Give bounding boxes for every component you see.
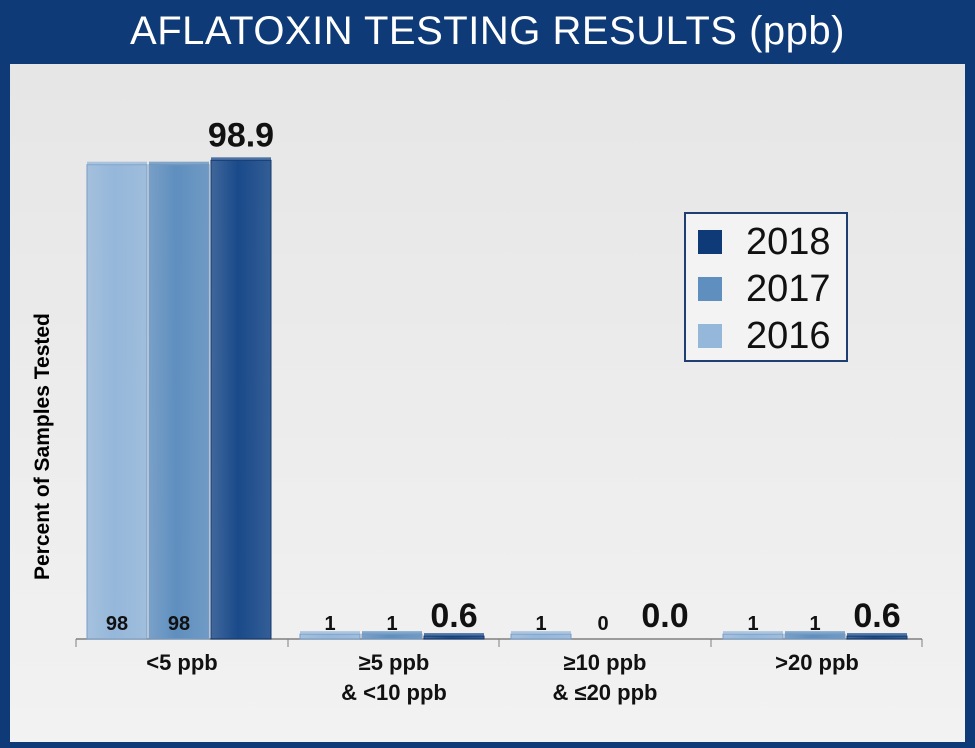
data-label-2018-0: 98.9 — [208, 116, 274, 154]
data-label-2017-1: 1 — [386, 613, 397, 635]
y-axis-label: Percent of Samples Tested — [31, 313, 54, 580]
legend: 2018 2017 2016 — [684, 212, 848, 362]
x-tick-label: & ≤20 ppb — [553, 680, 658, 705]
bar-top-2016-0 — [87, 161, 147, 165]
bar-top-2018-1 — [424, 633, 484, 637]
data-label-2016-3: 1 — [747, 613, 758, 635]
legend-label-2016: 2016 — [746, 314, 831, 357]
x-tick-label: ≥10 ppb — [564, 650, 647, 675]
bar-2018-1 — [423, 635, 485, 640]
data-label-2017-3: 1 — [809, 613, 820, 635]
bar-2017-0 — [148, 164, 210, 640]
legend-swatch-2016 — [698, 324, 722, 348]
chart-title: AFLATOXIN TESTING RESULTS (ppb) — [0, 0, 975, 62]
bar-2016-0 — [86, 164, 148, 640]
bar-top-2016-2 — [511, 631, 571, 635]
bar-2018-0 — [210, 159, 272, 640]
legend-item-2016: 2016 — [698, 314, 831, 357]
legend-item-2018: 2018 — [698, 220, 831, 263]
data-label-2016-2: 1 — [535, 613, 546, 635]
data-label-2018-3: 0.6 — [853, 597, 900, 635]
bar-top-2018-0 — [211, 157, 271, 161]
legend-label-2018: 2018 — [746, 220, 831, 263]
legend-swatch-2017 — [698, 277, 722, 301]
x-tick-label: & <10 ppb — [341, 680, 447, 705]
data-label-2018-1: 0.6 — [430, 597, 477, 635]
bar-2018-3 — [846, 635, 908, 640]
x-tick-label: <5 ppb — [146, 650, 218, 675]
legend-item-2017: 2017 — [698, 267, 831, 310]
bar-top-2017-1 — [362, 631, 422, 635]
bar-top-2017-0 — [149, 161, 209, 165]
data-label-2017-2: 0 — [597, 613, 608, 635]
data-label-2018-2: 0.0 — [641, 597, 688, 635]
legend-swatch-2018 — [698, 230, 722, 254]
bar-top-2016-1 — [300, 631, 360, 635]
data-label-2016-1: 1 — [324, 613, 335, 635]
data-label-2016-0: 98 — [106, 613, 128, 635]
x-tick-label: >20 ppb — [775, 650, 859, 675]
data-label-2017-0: 98 — [168, 613, 190, 635]
x-tick-label: ≥5 ppb — [359, 650, 430, 675]
bar-top-2018-3 — [847, 633, 907, 637]
bar-top-2017-3 — [785, 631, 845, 635]
bar-top-2016-3 — [723, 631, 783, 635]
legend-label-2017: 2017 — [746, 267, 831, 310]
